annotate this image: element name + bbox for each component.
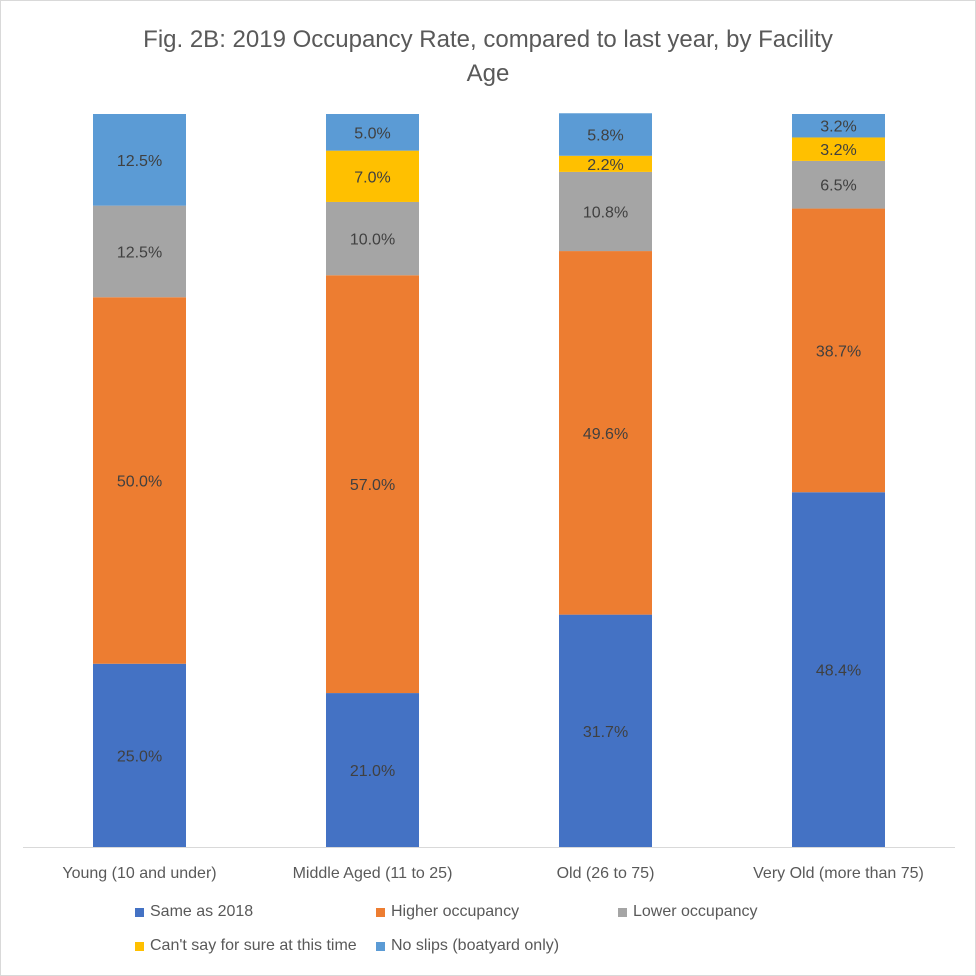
data-label: 7.0% bbox=[354, 169, 390, 186]
data-label: 21.0% bbox=[350, 763, 395, 780]
data-label: 38.7% bbox=[816, 343, 861, 360]
legend-item: No slips (boatyard only) bbox=[376, 937, 559, 955]
legend-item: Higher occupancy bbox=[376, 903, 519, 921]
legend-row: Same as 2018 Higher occupancy Lower occupa… bbox=[1, 903, 975, 927]
bar-segment bbox=[326, 201, 419, 276]
legend-label: Same as 2018 bbox=[150, 903, 254, 920]
legend-swatch bbox=[135, 907, 144, 917]
data-label: 3.2% bbox=[820, 119, 856, 136]
x-tick-label: Old (26 to 75) bbox=[557, 865, 655, 882]
data-label: 49.6% bbox=[583, 426, 628, 443]
data-label: 10.0% bbox=[350, 232, 395, 249]
x-tick-label: Young (10 and under) bbox=[62, 865, 216, 882]
bar-segment bbox=[93, 297, 186, 664]
legend-item: Can't say for sure at this time bbox=[135, 937, 357, 955]
bar-segment bbox=[559, 155, 652, 172]
legend-swatch bbox=[618, 907, 627, 917]
data-label: 12.5% bbox=[117, 244, 162, 261]
data-label: 50.0% bbox=[117, 474, 162, 491]
chart-title: Fig. 2B: 2019 Occupancy Rate, compared t… bbox=[1, 23, 975, 91]
data-label: 10.8% bbox=[583, 204, 628, 221]
bar-segment bbox=[559, 614, 652, 847]
legend-item: Lower occupancy bbox=[618, 903, 758, 921]
legend-row: Can't say for sure at this time No slips … bbox=[1, 937, 975, 961]
legend-label: No slips (boatyard only) bbox=[391, 937, 560, 954]
legend-label: Higher occupancy bbox=[391, 903, 520, 920]
bar-segment bbox=[559, 251, 652, 615]
bar-segment bbox=[326, 114, 419, 151]
legend-label: Lower occupancy bbox=[633, 903, 758, 920]
legend-swatch bbox=[376, 941, 385, 951]
chart-title-line-2: Age bbox=[466, 60, 510, 87]
bar-segment bbox=[792, 208, 885, 493]
data-label: 2.2% bbox=[587, 157, 623, 174]
bar-segment bbox=[93, 114, 186, 206]
legend-swatch bbox=[376, 907, 385, 917]
x-tick-label: Very Old (more than 75) bbox=[753, 865, 924, 882]
bar-segment bbox=[559, 113, 652, 156]
bar-segment bbox=[326, 693, 419, 847]
bar-segment bbox=[792, 114, 885, 138]
legend-item: Same as 2018 bbox=[135, 903, 253, 921]
bar-segment bbox=[93, 663, 186, 847]
bar-segment bbox=[792, 137, 885, 161]
data-label: 5.0% bbox=[354, 125, 390, 142]
bar-segment bbox=[792, 160, 885, 209]
data-label: 3.2% bbox=[820, 142, 856, 159]
chart-title-line-1: Fig. 2B: 2019 Occupancy Rate, compared t… bbox=[143, 26, 833, 53]
data-label: 25.0% bbox=[117, 748, 162, 765]
data-label: 6.5% bbox=[820, 178, 856, 195]
data-label: 5.8% bbox=[587, 128, 623, 145]
data-label: 48.4% bbox=[816, 663, 861, 680]
bar-segment bbox=[326, 275, 419, 694]
bar-segment bbox=[93, 205, 186, 298]
data-label: 57.0% bbox=[350, 477, 395, 494]
bar-segment bbox=[792, 492, 885, 847]
bar-segment bbox=[559, 171, 652, 252]
data-label: 31.7% bbox=[583, 724, 628, 741]
legend-label: Can't say for sure at this time bbox=[150, 937, 357, 954]
x-tick-label: Middle Aged (11 to 25) bbox=[293, 865, 453, 882]
legend-swatch bbox=[135, 941, 144, 951]
data-label: 12.5% bbox=[117, 153, 162, 170]
bar-segment bbox=[326, 150, 419, 202]
